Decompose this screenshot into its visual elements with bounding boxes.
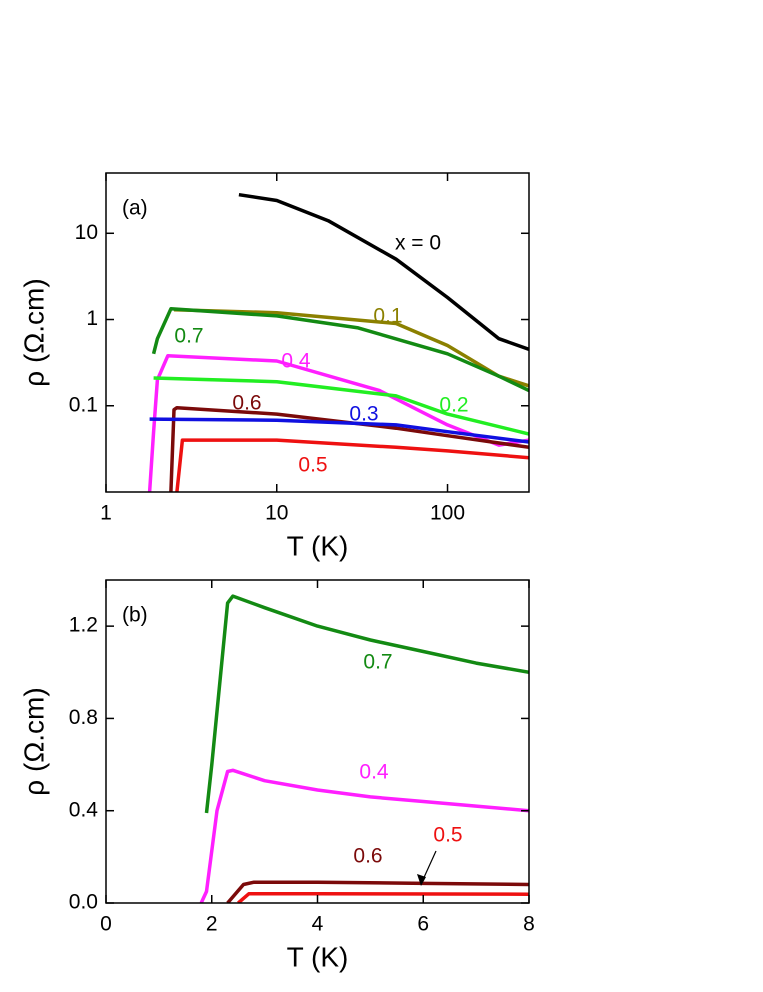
arrow-head xyxy=(417,874,426,886)
y-tick-label: 10 xyxy=(75,221,98,244)
x-tick-label: 10 xyxy=(265,502,288,525)
data-line xyxy=(151,307,529,393)
panel-label: (b) xyxy=(122,604,148,627)
data-line xyxy=(237,892,529,903)
series-label: 0.7 xyxy=(363,651,392,674)
plot-frame xyxy=(105,172,530,493)
data-line xyxy=(238,192,529,352)
x-axis-label: T (K) xyxy=(287,941,349,972)
x-tick-label: 0 xyxy=(100,913,112,936)
x-tick-label: 1 xyxy=(100,502,112,525)
data-line xyxy=(169,405,529,492)
y-tick-label: 1.2 xyxy=(69,614,98,637)
series-label: 0.5 xyxy=(433,824,462,847)
series-label: 0.6 xyxy=(232,392,261,415)
series-label: 0.1 xyxy=(373,305,402,328)
y-tick-label: 0.0 xyxy=(69,891,98,914)
y-tick-label: 0.1 xyxy=(69,393,98,416)
y-tick-label: 0.4 xyxy=(69,798,99,821)
series-label: 0.4 xyxy=(359,761,389,784)
data-line xyxy=(199,768,529,903)
x-tick-label: 100 xyxy=(430,502,465,525)
y-tick-label: 0.8 xyxy=(69,706,98,729)
y-axis-label: ρ (Ω.cm) xyxy=(18,687,49,795)
series-label: 0.3 xyxy=(349,403,378,426)
x-tick-label: 2 xyxy=(206,913,218,936)
x-tick-label: 8 xyxy=(523,913,535,936)
x-axis-label: T (K) xyxy=(287,530,349,561)
series-label: 0.4 xyxy=(281,350,311,373)
data-line xyxy=(149,417,529,444)
y-axis-label: ρ (Ω.cm) xyxy=(18,278,49,386)
series-label: 0.6 xyxy=(353,845,382,868)
series-label: x = 0 xyxy=(395,232,441,255)
series-label: 0.7 xyxy=(174,325,203,348)
y-tick-label: 1 xyxy=(86,307,98,330)
x-tick-label: 6 xyxy=(417,913,429,936)
series-label: 0.2 xyxy=(439,394,468,417)
data-line xyxy=(226,880,529,903)
panel-label: (a) xyxy=(122,197,148,220)
series-label: 0.5 xyxy=(298,454,327,477)
data-line xyxy=(175,438,529,492)
data-line xyxy=(147,354,529,492)
data-line xyxy=(153,376,529,436)
x-tick-label: 4 xyxy=(312,913,324,936)
data-line xyxy=(204,594,529,814)
